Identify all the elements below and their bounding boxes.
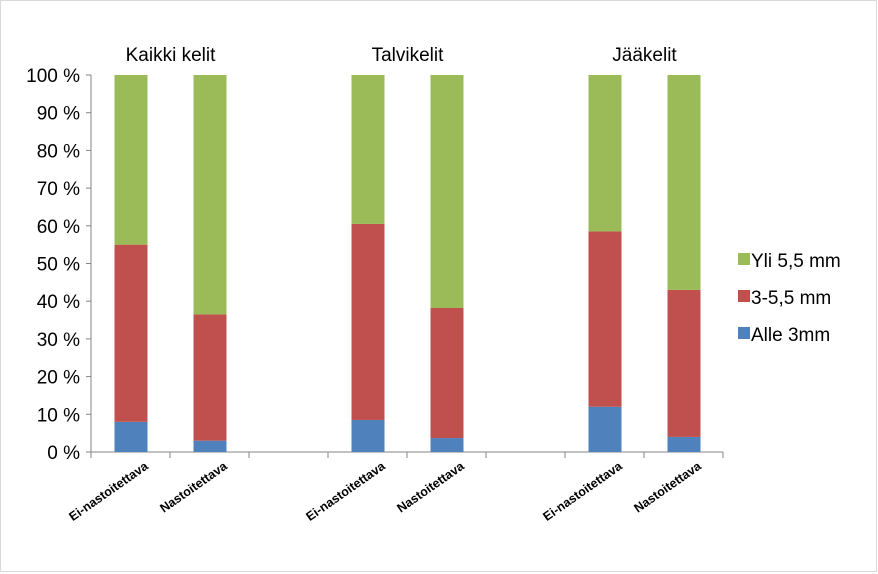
category-label: Ei-nastoitettava (303, 458, 388, 523)
bar-segment (430, 75, 464, 308)
legend-swatch (738, 253, 750, 265)
bar-segment (667, 289, 701, 437)
category-label: Ei-nastoitettava (540, 458, 625, 523)
bar-segment (667, 436, 701, 452)
y-tick-label: 40 % (37, 292, 80, 313)
bar-segment (588, 231, 622, 407)
legend-label: Yli 5,5 mm (751, 251, 841, 272)
y-tick-label: 50 % (37, 255, 80, 276)
category-label: Nastoitettava (631, 458, 704, 515)
group-label: Talvikelit (372, 45, 445, 66)
category-label: Nastoitettava (394, 458, 467, 515)
y-tick-label: 100 % (26, 66, 80, 87)
bar-segment (588, 406, 622, 452)
legend-label: Alle 3mm (751, 325, 830, 346)
bar-segment (430, 307, 464, 439)
bar-segment (193, 440, 227, 452)
bar-segment (351, 223, 385, 420)
y-tick-label: 10 % (37, 405, 80, 426)
bar-segment (351, 419, 385, 452)
y-tick-label: 90 % (37, 104, 80, 125)
bar-segment (430, 438, 464, 452)
legend-label: 3-5,5 mm (751, 288, 831, 309)
bar-segment (114, 421, 148, 452)
bar-segment (588, 75, 622, 232)
group-label: Jääkelit (612, 45, 677, 66)
y-tick-label: 30 % (37, 330, 80, 351)
bar-segment (193, 75, 227, 315)
y-tick-label: 0 % (47, 443, 80, 464)
y-tick-label: 80 % (37, 141, 80, 162)
legend-swatch (738, 290, 750, 302)
category-label: Ei-nastoitettava (66, 458, 151, 523)
legend-swatch (738, 327, 750, 339)
group-label: Kaikki kelit (126, 45, 216, 66)
y-tick-label: 20 % (37, 368, 80, 389)
y-tick-label: 70 % (37, 179, 80, 200)
bar-segment (114, 75, 148, 245)
category-label: Nastoitettava (157, 458, 230, 515)
bar-segment (351, 75, 385, 224)
bar-segment (667, 75, 701, 290)
y-tick-label: 60 % (37, 217, 80, 238)
bar-segment (193, 314, 227, 441)
bar-segment (114, 244, 148, 422)
